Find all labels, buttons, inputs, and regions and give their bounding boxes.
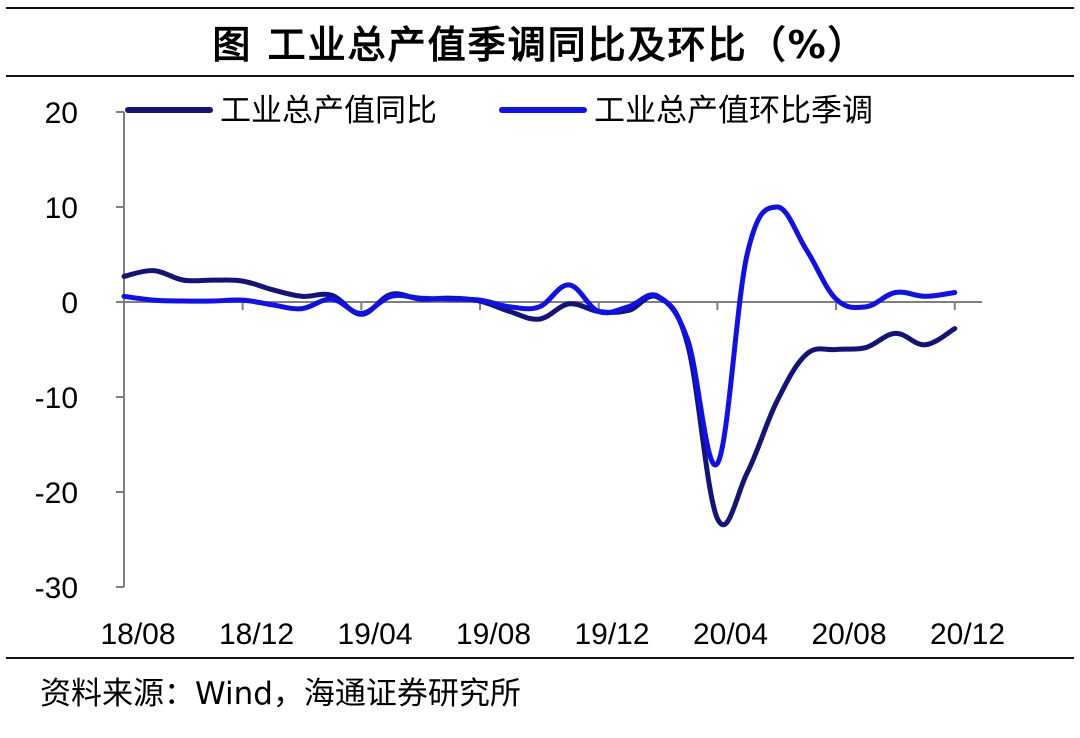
y-tick-label: -10 (35, 382, 78, 415)
y-tick-label: -20 (35, 477, 78, 510)
legend-label: 工业总产值环比季调 (594, 93, 873, 129)
legend-label: 工业总产值同比 (220, 93, 437, 129)
x-tick-labels: 18/08 18/12 19/04 19/08 19/12 20/04 20/08 20/12 (100, 618, 1005, 651)
legend: 工业总产值同比 工业总产值环比季调 (125, 93, 873, 129)
x-tick-label: 18/08 (100, 618, 175, 651)
source-note: 资料来源：Wind，海通证券研究所 (40, 676, 521, 712)
y-tick-label: -30 (35, 572, 78, 605)
series-lines (121, 204, 958, 528)
chart-title: 图 工业总产值季调同比及环比（%） (212, 23, 868, 67)
x-tick-label: 19/04 (337, 618, 412, 651)
y-tick-label: 0 (61, 287, 78, 320)
line-chart: 20 10 0 -10 -20 -30 18/08 18/12 19/04 19/08 19/12… (35, 93, 1005, 651)
top-rule (6, 7, 1074, 9)
x-tick-label: 20/04 (693, 618, 768, 651)
x-tick-label: 19/08 (456, 618, 531, 651)
x-tick-label: 18/12 (219, 618, 294, 651)
series-line-mom (121, 204, 958, 468)
y-tick-label: 20 (45, 97, 78, 130)
series-line-yoy (121, 268, 958, 528)
title-rule (6, 75, 1074, 77)
x-tick-label: 20/12 (930, 618, 1005, 651)
footer-rule (6, 657, 1074, 659)
x-tick-label: 20/08 (811, 618, 886, 651)
x-tick-label: 19/12 (574, 618, 649, 651)
y-tick-label: 10 (45, 192, 78, 225)
y-tick-labels: 20 10 0 -10 -20 -30 (35, 97, 78, 605)
